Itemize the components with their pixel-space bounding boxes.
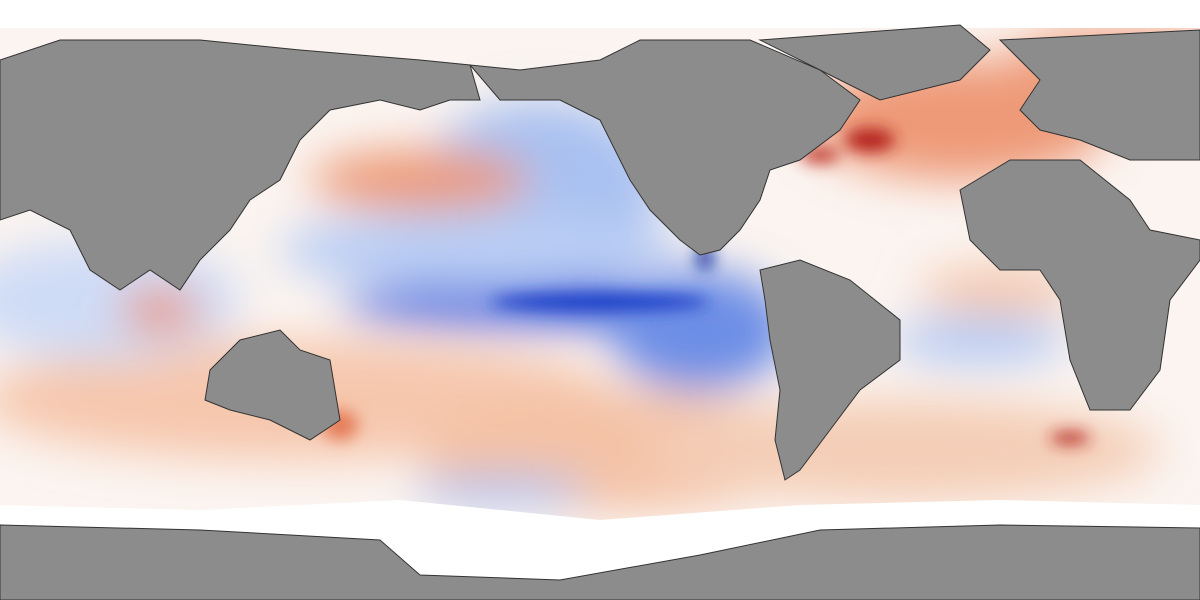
north-america xyxy=(468,39,861,256)
europe xyxy=(998,29,1200,161)
asia xyxy=(0,39,481,291)
greenland xyxy=(758,24,991,101)
australia xyxy=(204,329,341,441)
landmasses xyxy=(0,24,1200,600)
arctic-ice xyxy=(0,0,1200,28)
south-america xyxy=(759,259,901,481)
antarctica xyxy=(0,524,1200,600)
africa xyxy=(959,159,1200,411)
